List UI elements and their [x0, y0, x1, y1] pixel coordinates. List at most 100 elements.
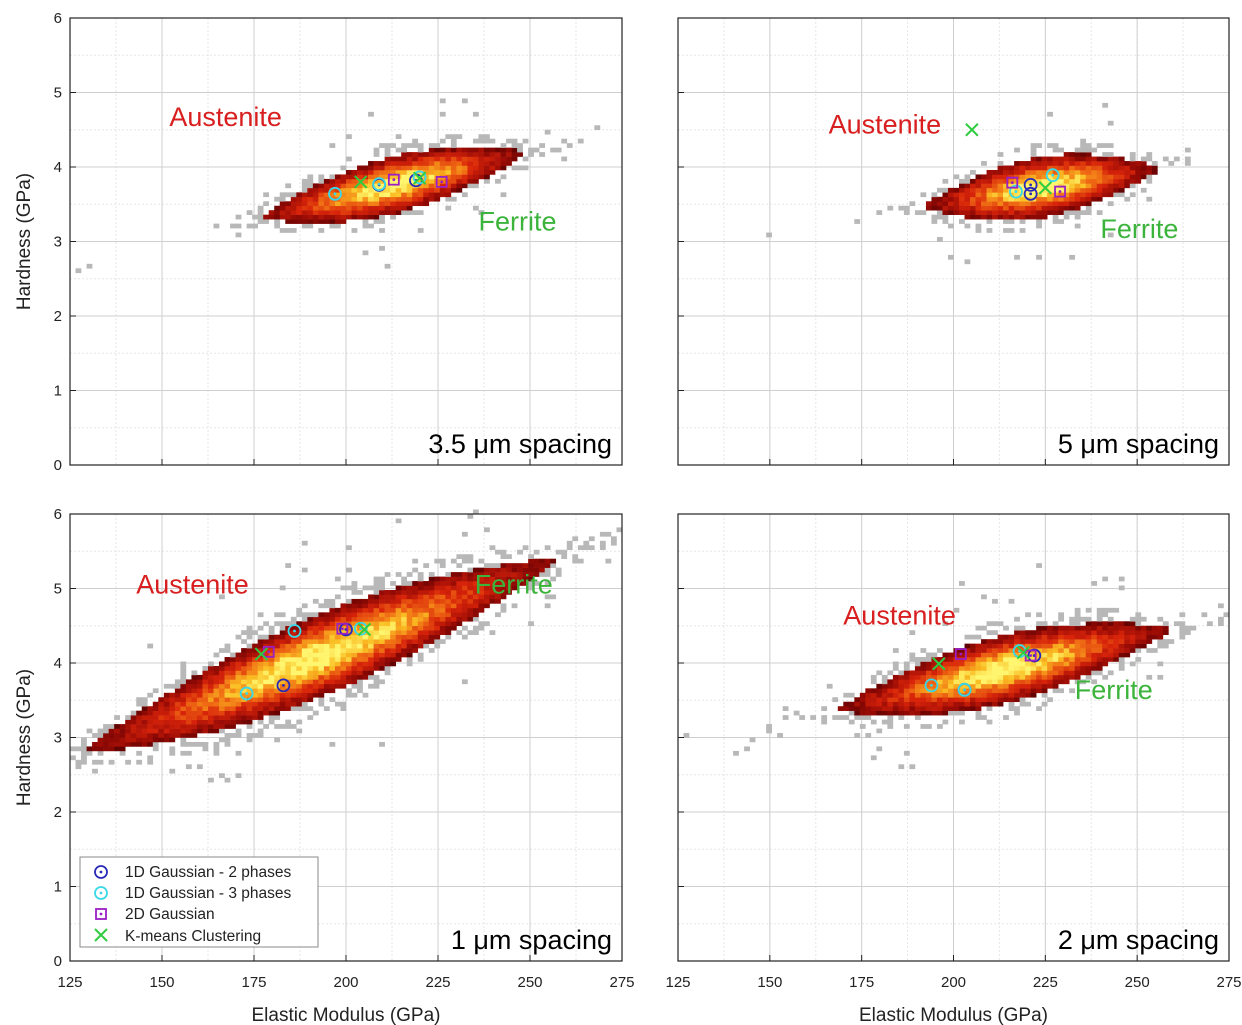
density-cell: [318, 228, 325, 233]
density-cell: [208, 706, 214, 711]
density-cell: [959, 661, 965, 667]
density-cell: [97, 741, 104, 747]
density-cell: [881, 697, 888, 703]
density-cell: [241, 648, 247, 653]
density-cell: [1091, 639, 1098, 644]
density-cell: [953, 661, 960, 667]
density-cell: [1019, 178, 1026, 184]
density-cell: [268, 670, 275, 676]
density-cell: [1019, 683, 1026, 689]
density-cell: [1135, 178, 1142, 184]
density-cell: [290, 196, 297, 202]
density-cell: [1063, 152, 1070, 157]
density-cell: [329, 657, 336, 662]
density-cell: [219, 773, 225, 779]
density-cell: [439, 612, 446, 618]
density-cell: [1019, 701, 1026, 707]
density-cell: [390, 598, 396, 604]
density-cell: [318, 683, 325, 689]
density-cell: [992, 187, 998, 193]
density-cell: [986, 683, 993, 689]
density-cell: [428, 630, 435, 635]
density-cell: [1124, 178, 1131, 184]
density-cell: [307, 643, 314, 649]
density-cell: [832, 715, 839, 720]
density-cell: [351, 201, 358, 207]
density-cell: [484, 563, 490, 568]
density-cell: [1052, 174, 1059, 180]
density-cell: [1135, 657, 1142, 662]
phase-label-austenite: Austenite: [829, 109, 942, 139]
density-cell: [1008, 639, 1015, 644]
density-cell: [136, 741, 143, 747]
density-cell: [428, 147, 435, 153]
density-cell: [180, 728, 187, 734]
density-cell: [964, 259, 971, 265]
density-cell: [1069, 639, 1076, 644]
density-cell: [384, 192, 391, 198]
y-tick-label: 6: [54, 10, 62, 27]
density-cell: [108, 759, 115, 765]
density-cell: [1019, 625, 1026, 631]
density-cell: [964, 679, 971, 685]
density-cell: [169, 728, 176, 734]
density-cell: [351, 683, 358, 689]
density-cell: [412, 138, 419, 144]
density-cell: [992, 665, 998, 671]
density-cell: [307, 639, 314, 644]
density-cell: [362, 616, 369, 622]
density-cell: [274, 634, 281, 640]
density-cell: [1008, 634, 1015, 640]
marker-circle: [924, 678, 939, 693]
density-cell: [362, 612, 369, 618]
density-cell: [456, 581, 463, 586]
density-cell: [936, 679, 943, 685]
density-cell: [1085, 674, 1092, 680]
density-cell: [1151, 630, 1158, 635]
density-cell: [1080, 210, 1087, 215]
density-cell: [301, 567, 308, 573]
density-cell: [887, 679, 894, 685]
density-cell: [472, 156, 479, 162]
density-cell: [997, 214, 1004, 220]
density-cell: [439, 616, 446, 622]
density-cell: [224, 657, 231, 662]
density-cell: [1091, 657, 1098, 662]
density-cell: [461, 625, 468, 631]
density-cell: [1052, 639, 1059, 644]
density-cell: [1080, 625, 1087, 631]
density-cell: [346, 156, 352, 162]
density-cell: [964, 643, 971, 649]
density-cell: [472, 612, 479, 618]
density-cell: [495, 165, 501, 171]
density-cell: [947, 196, 954, 202]
density-cell: [484, 589, 490, 595]
density-cell: [1041, 639, 1048, 644]
density-cell: [285, 670, 292, 676]
density-cell: [296, 607, 303, 613]
density-cell: [417, 201, 424, 207]
density-cell: [550, 594, 557, 600]
density-cell: [423, 169, 430, 175]
density-cell: [484, 134, 490, 139]
density-cell: [412, 165, 419, 171]
x-tick-label: 225: [1033, 974, 1058, 991]
density-cell: [947, 661, 954, 667]
density-cell: [279, 674, 286, 680]
density-cell: [329, 598, 336, 604]
density-cell: [887, 710, 894, 716]
density-cell: [368, 161, 374, 166]
density-cell: [274, 670, 281, 676]
density-cell: [1129, 616, 1136, 622]
density-cell: [489, 598, 496, 604]
density-cell: [1069, 201, 1076, 207]
density-cell: [1118, 165, 1125, 171]
density-cell: [329, 214, 336, 220]
x-tick-label: 200: [941, 974, 966, 991]
density-cell: [1063, 174, 1070, 180]
density-cell: [395, 572, 402, 577]
density-cell: [1041, 679, 1048, 685]
density-cell: [1140, 616, 1147, 622]
density-cell: [986, 692, 993, 698]
density-cell: [334, 683, 341, 689]
